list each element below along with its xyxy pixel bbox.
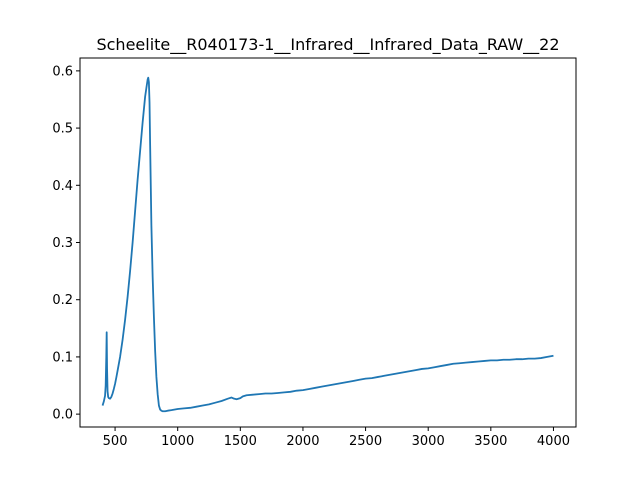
x-tick-label: 3500 <box>474 434 507 449</box>
y-tick-label: 0.5 <box>52 122 73 137</box>
series-line-0 <box>101 76 554 413</box>
y-tick-label: 0.1 <box>52 350 73 365</box>
y-tick-label: 0.4 <box>52 179 73 194</box>
x-tick-label: 2000 <box>286 434 319 449</box>
x-tick-label: 3000 <box>412 434 445 449</box>
x-tick-label: 500 <box>103 434 128 449</box>
chart-title: Scheelite__R040173-1__Infrared__Infrared… <box>96 35 559 55</box>
y-tick-label: 0.2 <box>52 293 73 308</box>
x-tick-label: 1500 <box>224 434 257 449</box>
x-tick-label: 2500 <box>349 434 382 449</box>
y-tick-label: 0.6 <box>52 64 73 79</box>
x-tick-label: 1000 <box>161 434 194 449</box>
x-axis: 500 1000 1500 2000 2500 3000 3500 4000 <box>103 427 570 449</box>
y-tick-label: 0.0 <box>52 408 73 423</box>
x-tick-label: 4000 <box>537 434 570 449</box>
y-tick-label: 0.3 <box>52 236 73 251</box>
axes-frame <box>79 57 577 428</box>
y-axis: 0.0 0.1 0.2 0.3 0.4 0.5 0.6 <box>52 64 80 423</box>
plot-area <box>101 76 554 413</box>
